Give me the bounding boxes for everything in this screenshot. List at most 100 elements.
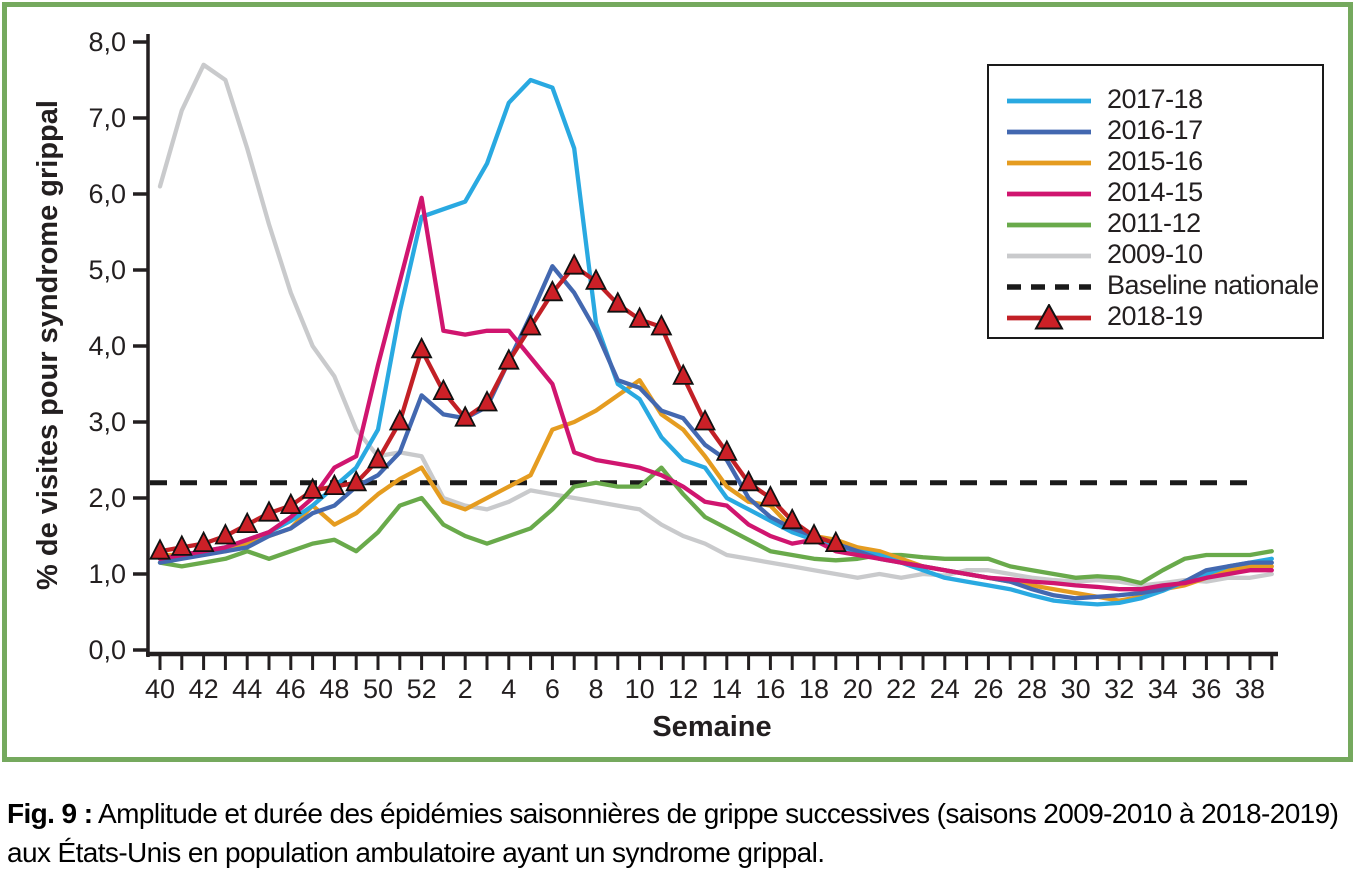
triangle-marker [454,405,477,427]
x-tick-label: 12 [668,674,698,704]
y-tick-label: 7,0 [88,103,126,133]
triangle-marker [323,473,346,496]
legend-item-2009-10: 2009-10 [1005,239,1314,270]
y-tick-label: 3,0 [88,407,126,437]
triangle-marker [824,530,847,552]
x-tick-label: 34 [1148,674,1178,704]
legend-label: 2016-17 [1107,115,1203,145]
legend-label: 2011-12 [1107,208,1201,238]
x-tick-label: 52 [407,674,437,704]
line-swatch-icon [1007,191,1091,196]
triangle-marker-icon [1034,303,1064,329]
legend-label: Baseline nationale [1107,270,1319,300]
y-tick-label: 8,0 [88,27,126,57]
y-tick-label: 5,0 [88,255,126,285]
x-tick-label: 8 [588,674,603,704]
series-2017-18 [157,77,1274,607]
x-axis-title: Semaine [652,711,771,743]
x-tick-label: 24 [930,674,960,704]
triangle-marker [149,538,171,560]
x-tick-label: 32 [1104,674,1134,704]
x-tick-label: 36 [1191,674,1221,704]
x-tick-label: 26 [973,674,1003,704]
legend-label: 2009-10 [1107,239,1203,269]
legend-item-2014-15: 2014-15 [1005,177,1314,208]
legend-label: 2015-16 [1107,146,1203,176]
triangle-marker [519,314,542,336]
line-swatch-icon [1007,129,1091,134]
triangle-marker [563,253,586,275]
figure-caption-label: Fig. 9 : [7,798,93,829]
legend-item-baseline-nationale: Baseline nationale [1005,270,1319,301]
triangle-marker [759,485,782,507]
triangle-marker [367,447,389,469]
x-tick-label: 30 [1061,674,1091,704]
x-tick-label: 4 [501,674,516,704]
triangle-marker [585,268,607,290]
legend-label: 2018-19 [1107,301,1203,331]
x-tick-label: 40 [145,674,175,704]
x-tick-label: 28 [1017,674,1047,704]
x-tick-label: 18 [799,674,829,704]
y-tick-label: 4,0 [88,331,126,361]
triangle-marker [781,507,804,530]
y-tick-label: 6,0 [88,179,126,209]
x-tick-label: 6 [545,674,560,704]
legend-item-2018-19: 2018-19 [1005,301,1314,332]
chart-legend: 2017-18 2016-17 2015-16 2014-15 2011-12 2009-… [987,64,1324,339]
x-tick-label: 44 [232,674,262,704]
triangle-marker [410,336,433,359]
x-tick-label: 50 [363,674,393,704]
legend-label: 2014-15 [1107,177,1203,207]
legend-item-2017-18: 2017-18 [1005,84,1314,115]
triangle-marker [628,306,651,328]
x-tick-label: 14 [712,674,742,704]
legend-item-2016-17: 2016-17 [1005,115,1314,146]
x-tick-label: 20 [843,674,873,704]
series-2009-10 [157,62,1274,588]
legend-item-2015-16: 2015-16 [1005,146,1314,177]
triangle-marker [388,409,411,431]
series-2014-15 [157,195,1274,592]
figure-caption: Fig. 9 : Amplitude et durée des épidémie… [7,794,1353,872]
triangle-marker [345,469,368,492]
triangle-marker [715,439,738,461]
series-2018-19 [149,253,847,560]
dashed-line-swatch-icon [1007,283,1091,290]
x-tick-label: 48 [319,674,349,704]
triangle-marker [476,390,498,412]
x-tick-label: 38 [1235,674,1265,704]
triangle-marker [606,291,629,313]
y-tick-label: 2,0 [88,483,126,513]
x-tick-label: 46 [276,674,306,704]
series-2016-17 [157,264,1274,601]
triangle-marker [170,534,193,556]
y-tick-label: 1,0 [88,559,126,589]
x-tick-label: 10 [625,674,655,704]
line-swatch-icon [1007,98,1091,103]
triangle-marker [694,409,716,431]
triangle-marker [672,363,695,385]
axes: 0,01,02,03,04,05,06,07,08,040 42 44 46 48 50 5… [88,27,1278,704]
legend-label: 2017-18 [1107,84,1203,114]
triangle-marker [432,378,455,401]
series-2015-16 [157,378,1274,603]
y-axis-title: % de visites pour syndrome grippal [32,100,64,590]
x-tick-label: 42 [189,674,219,704]
flu-seasons-line-chart: 0,01,02,03,04,05,06,07,08,040 42 44 46 48 50 5… [32,27,1278,743]
line-swatch-icon [1007,303,1091,329]
legend-item-2011-12: 2011-12 [1005,208,1314,239]
series-2011-12 [157,465,1274,586]
triangle-marker [258,500,280,522]
y-tick-label: 0,0 [88,635,126,665]
triangle-marker [192,530,215,552]
x-tick-label: 16 [755,674,785,704]
triangle-marker [214,523,237,545]
line-swatch-icon [1007,222,1091,227]
triangle-marker [301,477,324,499]
triangle-marker [279,492,302,514]
line-swatch-icon [1007,160,1091,165]
x-tick-label: 22 [886,674,916,704]
line-swatch-icon [1007,253,1091,258]
triangle-marker [803,523,825,545]
